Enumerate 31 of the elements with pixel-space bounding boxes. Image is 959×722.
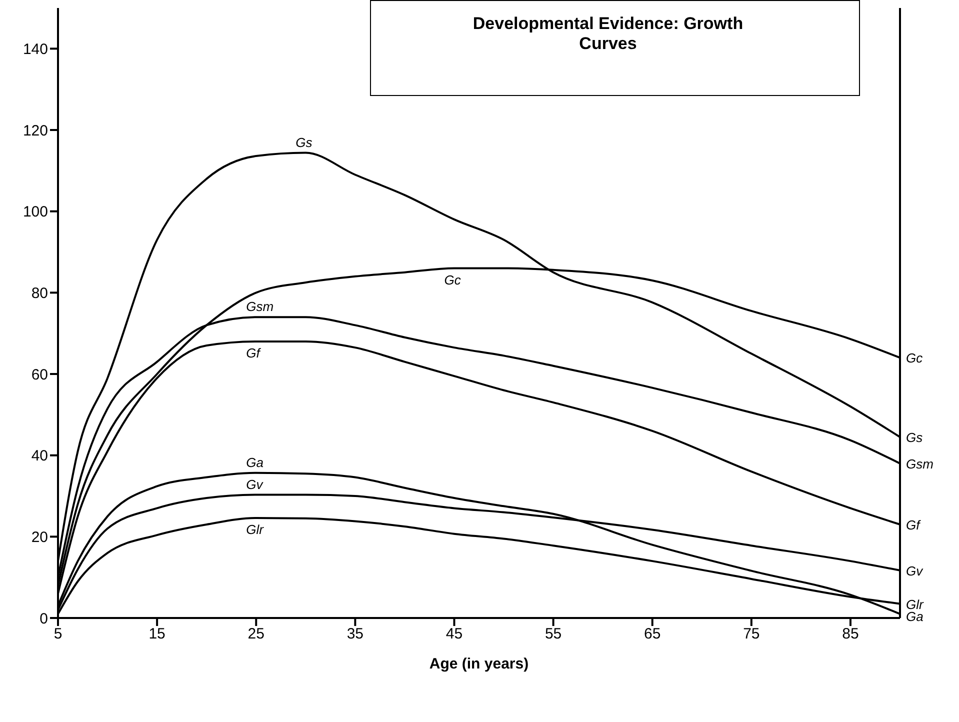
series-label: Glr xyxy=(246,522,264,537)
text: Gv xyxy=(906,563,923,578)
series-label: Gc xyxy=(444,272,462,288)
y-tick-label: 40 xyxy=(31,448,48,465)
x-tick-label: 15 xyxy=(148,626,166,643)
series-label: Gf xyxy=(246,345,262,360)
series-label: Gs xyxy=(296,134,313,150)
y-tick-label: 0 xyxy=(40,610,48,628)
y-tick-label: 60 xyxy=(31,366,48,384)
text: Gs xyxy=(906,430,923,446)
x-tick-label: 25 xyxy=(248,626,264,643)
series-label: Ga xyxy=(246,454,264,470)
series-label: Gsm xyxy=(246,299,274,314)
y-tick-label: 80 xyxy=(31,284,48,302)
x-tick-label: 5 xyxy=(54,626,62,643)
y-tick-label: 120 xyxy=(22,122,48,140)
text: Developmental Evidence: Growth Curves xyxy=(472,14,744,54)
x-axis-title: Age (in years) xyxy=(429,656,529,673)
series-label: Gv xyxy=(246,476,264,492)
x-tick-label: 55 xyxy=(544,626,562,643)
text: Gsm xyxy=(906,456,934,472)
y-tick-label: 20 xyxy=(31,528,48,546)
text: Gc xyxy=(906,350,923,366)
x-tick-label: 35 xyxy=(346,626,364,643)
x-tick-label: 85 xyxy=(842,626,859,643)
x-tick-label: 75 xyxy=(743,626,760,643)
x-tick-label: 65 xyxy=(644,626,661,643)
y-tick-label: 140 xyxy=(22,40,48,58)
y-tick-label: 100 xyxy=(22,204,48,221)
x-tick-label: 45 xyxy=(446,626,463,643)
text: Gf xyxy=(906,517,920,532)
